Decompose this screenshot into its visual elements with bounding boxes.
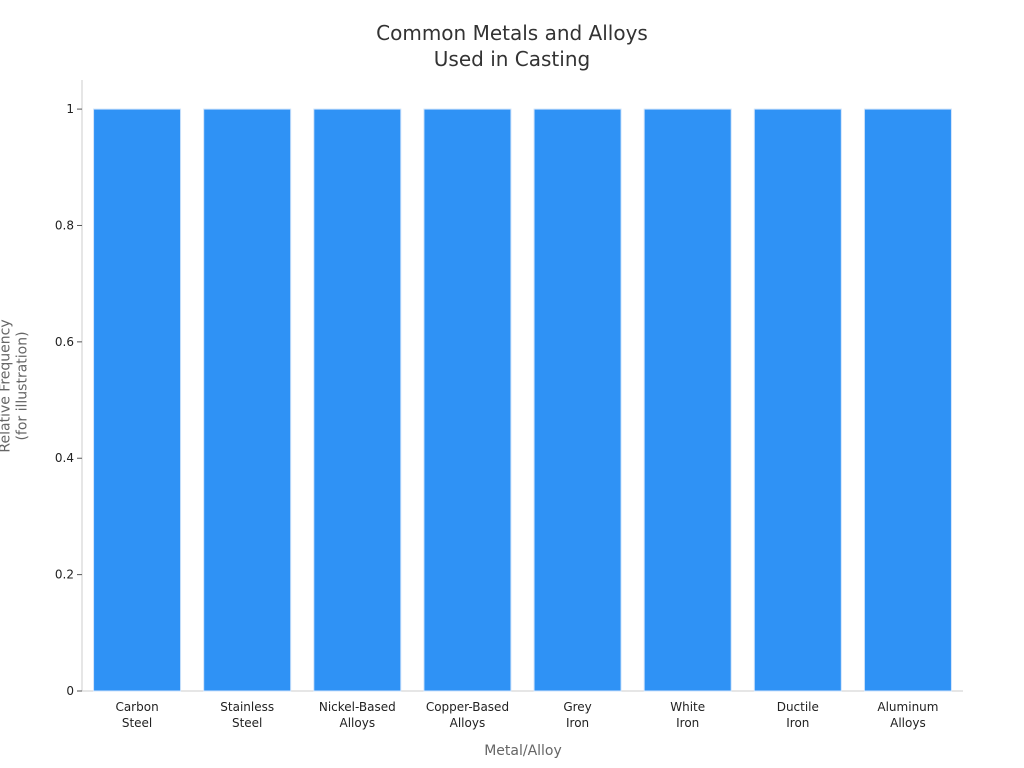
y-tick-label: 0.8 bbox=[55, 218, 74, 232]
y-tick-label: 0.6 bbox=[55, 335, 74, 349]
x-tick-label: Carbon Steel bbox=[115, 700, 158, 730]
bar bbox=[863, 108, 952, 692]
x-tick-label: White Iron bbox=[670, 700, 705, 730]
bar bbox=[533, 108, 622, 692]
y-tick-label: 1 bbox=[66, 102, 74, 116]
x-axis-label: Metal/Alloy bbox=[484, 743, 562, 759]
y-tick-label: 0 bbox=[66, 684, 74, 698]
bar bbox=[93, 108, 182, 692]
x-tick-label: Stainless Steel bbox=[220, 700, 274, 730]
x-tick-label: Copper-Based Alloys bbox=[426, 700, 509, 730]
chart-title: Common Metals and Alloys Used in Casting bbox=[376, 21, 648, 71]
bar bbox=[753, 108, 842, 692]
y-axis-label: Relative Frequency(for illustration) bbox=[0, 319, 31, 452]
bar bbox=[203, 108, 292, 692]
y-tick-label: 0.2 bbox=[55, 568, 74, 582]
bar bbox=[423, 108, 512, 692]
bar bbox=[313, 108, 402, 692]
x-tick-label: Ductile Iron bbox=[777, 700, 819, 730]
x-tick-label: Nickel-Based Alloys bbox=[319, 700, 396, 730]
bar bbox=[643, 108, 732, 692]
x-tick-label: Aluminum Alloys bbox=[877, 700, 938, 730]
y-tick-label: 0.4 bbox=[55, 451, 74, 465]
x-tick-label: Grey Iron bbox=[563, 700, 591, 730]
